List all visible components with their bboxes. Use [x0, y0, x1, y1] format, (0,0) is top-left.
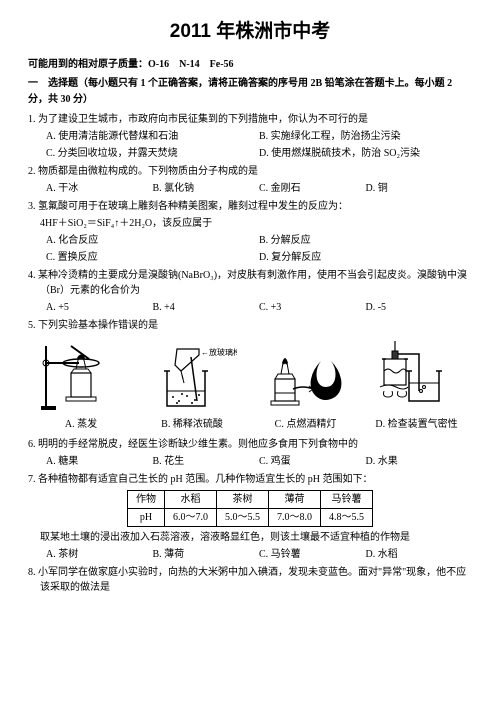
q7-table: 作物 水稻 茶树 薄荷 马铃薯 pH 6.0～7.0 5.0～5.5 7.0～8… [127, 490, 373, 527]
q2-options: A. 干冰 B. 氯化钠 C. 金刚石 D. 铜 [28, 181, 472, 196]
q3-opt-d: D. 复分解反应 [259, 250, 472, 265]
q6-opt-a: A. 糖果 [46, 454, 153, 469]
fig-b-label: B. 稀释浓硫酸 [161, 417, 223, 432]
question-7: 7. 各种植物都有适宜自己生长的 pH 范围。几种作物适宜生长的 pH 范围如下… [28, 472, 472, 562]
q3-options-row2: C. 置换反应 D. 复分解反应 [28, 250, 472, 265]
q3-options-row1: A. 化合反应 B. 分解反应 [28, 233, 472, 248]
q6-text: 6. 明明的手经常脱皮，经医生诊断缺少维生素。则他应多食用下列食物中的 [28, 437, 472, 452]
fig-d: D. 检查装置气密性 [374, 341, 459, 432]
td-2: 5.0～5.5 [217, 508, 269, 526]
q6-opt-b: B. 花生 [153, 454, 260, 469]
dilute-acid-icon: ←放玻璃棒 [147, 341, 237, 413]
th-1: 水稻 [165, 490, 217, 508]
fig-d-label: D. 检查装置气密性 [375, 417, 457, 432]
q3-opt-b: B. 分解反应 [259, 233, 472, 248]
section-1-header: 一 选择题（每小题只有 1 个正确答案，请将正确答案的序号用 2B 铅笔涂在答题… [28, 76, 472, 108]
question-8: 8. 小军同学在做家庭小实验时，向热的大米粥中加入碘酒，发现未变蓝色。面对"异常… [28, 565, 472, 595]
q4-opt-b: B. +4 [153, 300, 260, 315]
q6-options: A. 糖果 B. 花生 C. 鸡蛋 D. 水果 [28, 454, 472, 469]
q4-opt-c: C. +3 [259, 300, 366, 315]
q6-opt-c: C. 鸡蛋 [259, 454, 366, 469]
atomic-mass-label: 可能用到的相对原子质量： [28, 59, 148, 70]
airtight-check-icon [374, 341, 459, 413]
q5-figures: A. 蒸发 ←放玻璃棒 B. 稀释浓硫酸 [28, 335, 472, 434]
td-0: pH [128, 508, 165, 526]
q2-opt-d: D. 铜 [366, 181, 473, 196]
q7-text: 7. 各种植物都有适宜自己生长的 pH 范围。几种作物适宜生长的 pH 范围如下… [28, 472, 472, 487]
q1-options-row2: C. 分类回收垃圾，并露天焚烧 D. 使用燃煤脱硫技术，防治 SO₂污染 [28, 146, 472, 161]
evaporation-icon [41, 341, 121, 413]
question-5: 5. 下列实验基本操作错误的是 A. 蒸发 [28, 318, 472, 434]
table-row-data: pH 6.0～7.0 5.0～5.5 7.0～8.0 4.8～5.5 [128, 508, 373, 526]
q3-eq: 4HF＋SiO₂＝SiF₄↑＋2H₂O，该反应属于 [28, 216, 472, 231]
table-row-header: 作物 水稻 茶树 薄荷 马铃薯 [128, 490, 373, 508]
fig-c-label: C. 点燃酒精灯 [275, 417, 337, 432]
question-1: 1. 为了建设卫生城市，市政府向市民征集到的下列措施中，你认为不可行的是 A. … [28, 112, 472, 161]
q3-opt-c: C. 置换反应 [46, 250, 259, 265]
question-6: 6. 明明的手经常脱皮，经医生诊断缺少维生素。则他应多食用下列食物中的 A. 糖… [28, 437, 472, 469]
fig-b: ←放玻璃棒 B. 稀释浓硫酸 [147, 341, 237, 432]
question-2: 2. 物质都是由微粒构成的。下列物质由分子构成的是 A. 干冰 B. 氯化钠 C… [28, 164, 472, 196]
q7-opt-d: D. 水稻 [366, 547, 473, 562]
q1-opt-d: D. 使用燃煤脱硫技术，防治 SO₂污染 [259, 146, 472, 161]
q6-opt-d: D. 水果 [366, 454, 473, 469]
td-4: 4.8～5.5 [321, 508, 373, 526]
th-2: 茶树 [217, 490, 269, 508]
q7-options: A. 茶树 B. 薄荷 C. 马铃薯 D. 水稻 [28, 547, 472, 562]
q2-opt-a: A. 干冰 [46, 181, 153, 196]
question-4: 4. 某种冷烫精的主要成分是溴酸钠(NaBrO₃)，对皮肤有刺激作用，使用不当会… [28, 268, 472, 315]
q4-text: 4. 某种冷烫精的主要成分是溴酸钠(NaBrO₃)，对皮肤有刺激作用，使用不当会… [28, 268, 472, 298]
td-1: 6.0～7.0 [165, 508, 217, 526]
q1-text: 1. 为了建设卫生城市，市政府向市民征集到的下列措施中，你认为不可行的是 [28, 112, 472, 127]
q2-opt-b: B. 氯化钠 [153, 181, 260, 196]
q8-text: 8. 小军同学在做家庭小实验时，向热的大米粥中加入碘酒，发现未变蓝色。面对"异常… [28, 565, 472, 595]
th-4: 马铃薯 [321, 490, 373, 508]
td-3: 7.0～8.0 [269, 508, 321, 526]
light-lamp-icon [263, 341, 348, 413]
fig-c: C. 点燃酒精灯 [263, 341, 348, 432]
q4-options: A. +5 B. +4 C. +3 D. -5 [28, 300, 472, 315]
q2-opt-c: C. 金刚石 [259, 181, 366, 196]
fig-a: A. 蒸发 [41, 341, 121, 432]
th-0: 作物 [128, 490, 165, 508]
page-title: 2011 年株洲市中考 [28, 18, 472, 47]
fig-a-label: A. 蒸发 [65, 417, 97, 432]
q1-opt-b: B. 实施绿化工程，防治扬尘污染 [259, 129, 472, 144]
q3-text: 3. 氢氟酸可用于在玻璃上雕刻各种精美图案，雕刻过程中发生的反应为： [28, 199, 472, 214]
q4-opt-a: A. +5 [46, 300, 153, 315]
q4-opt-d: D. -5 [366, 300, 473, 315]
q1-opt-a: A. 使用清洁能源代替煤和石油 [46, 129, 259, 144]
atomic-mass-line: 可能用到的相对原子质量：O-16 N-14 Fe-56 [28, 57, 472, 72]
q1-opt-c: C. 分类回收垃圾，并露天焚烧 [46, 146, 259, 161]
q2-text: 2. 物质都是由微粒构成的。下列物质由分子构成的是 [28, 164, 472, 179]
q7-follow: 取某地土壤的浸出液加入石蕊溶液，溶液略显红色，则该土壤最不适宜种植的作物是 [28, 530, 472, 545]
q1-options-row1: A. 使用清洁能源代替煤和石油 B. 实施绿化工程，防治扬尘污染 [28, 129, 472, 144]
q7-opt-b: B. 薄荷 [153, 547, 260, 562]
th-3: 薄荷 [269, 490, 321, 508]
atomic-mass-values: O-16 N-14 Fe-56 [148, 59, 234, 70]
q3-opt-a: A. 化合反应 [46, 233, 259, 248]
q7-opt-c: C. 马铃薯 [259, 547, 366, 562]
glass-rod-label: ←放玻璃棒 [201, 347, 237, 357]
q7-opt-a: A. 茶树 [46, 547, 153, 562]
q5-text: 5. 下列实验基本操作错误的是 [28, 318, 472, 333]
question-3: 3. 氢氟酸可用于在玻璃上雕刻各种精美图案，雕刻过程中发生的反应为： 4HF＋S… [28, 199, 472, 265]
